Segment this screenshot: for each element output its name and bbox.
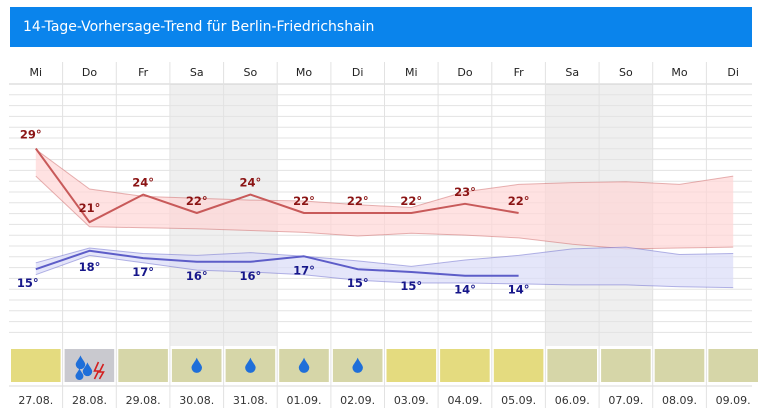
weather-tiles: [11, 349, 758, 382]
day-label: Do: [82, 66, 97, 79]
day-labels: Mi Do Fr Sa So Mo Di Mi Do Fr Sa So Mo Di: [30, 66, 739, 79]
date-label: 03.09.: [394, 394, 429, 407]
date-label: 31.08.: [233, 394, 268, 407]
day-label: Mo: [671, 66, 687, 79]
min-temp-label: 17°: [132, 265, 154, 279]
min-temp-label: 14°: [454, 283, 476, 297]
min-temp-label: 15°: [17, 276, 39, 290]
weather-tile-cloudy: [601, 349, 651, 382]
max-temp-label: 23°: [454, 185, 476, 199]
weather-tile-sunny: [440, 349, 490, 382]
max-temp-label: 21°: [79, 201, 101, 215]
rain-drop-icon: [191, 357, 202, 373]
date-label: 04.09.: [447, 394, 482, 407]
forecast-title: 14-Tage-Vorhersage-Trend für Berlin-Frie…: [23, 19, 375, 35]
day-label: So: [619, 66, 633, 79]
day-label: Sa: [190, 66, 204, 79]
max-spread-band: [35, 149, 734, 249]
day-label: So: [244, 66, 258, 79]
max-temp-label: 22°: [400, 194, 422, 208]
date-label: 29.08.: [126, 394, 161, 407]
max-temp-label: 22°: [347, 194, 369, 208]
min-temp-label: 16°: [186, 269, 208, 283]
date-label: 09.09.: [716, 394, 751, 407]
day-label: Mo: [296, 66, 312, 79]
max-temp-label: 22°: [293, 194, 315, 208]
day-label: Di: [727, 66, 739, 79]
min-band-lower: [35, 254, 734, 289]
date-label: 05.09.: [501, 394, 536, 407]
max-temperature-line: [34, 147, 519, 224]
max-temp-label: 24°: [132, 176, 154, 190]
date-label: 06.09.: [555, 394, 590, 407]
weather-tile-rain-thunder: [64, 349, 115, 382]
min-temp-label: 16°: [240, 269, 262, 283]
max-temp-label: 22°: [508, 194, 530, 208]
day-label: Mi: [30, 66, 43, 79]
max-temp-label: 29°: [20, 128, 42, 142]
min-temperature-line: [35, 249, 519, 277]
min-temp-label: 15°: [347, 276, 369, 290]
series-lines: [34, 147, 519, 277]
date-label: 27.08.: [18, 394, 53, 407]
min-temp-label: 18°: [79, 260, 101, 274]
day-label: Fr: [138, 66, 149, 79]
rain-drop-icon: [298, 357, 310, 373]
weather-tile-sunny: [493, 349, 544, 382]
date-label: 28.08.: [72, 394, 107, 407]
weather-tile-sunny: [386, 349, 437, 382]
rain-drop-icon: [352, 357, 363, 373]
day-label: Di: [352, 66, 364, 79]
min-temp-label: 14°: [508, 283, 530, 297]
day-label: Do: [457, 66, 472, 79]
rain-drop-icon: [245, 357, 256, 373]
date-label: 02.09.: [340, 394, 375, 407]
date-labels: 27.08. 28.08. 29.08. 30.08. 31.08. 01.09. 02.0…: [18, 394, 750, 407]
rain-drop-icon: [75, 368, 84, 380]
min-band-upper: [35, 246, 734, 267]
weather-tile-cloudy: [654, 349, 705, 382]
max-temp-label: 24°: [240, 176, 262, 190]
rain-drop-icon: [82, 362, 93, 377]
rain-drop-icon: [75, 355, 86, 370]
temperature-labels: 29° 21° 24° 22° 24° 22° 22° 22° 23° 22° 15° 18° 17° 1…: [17, 128, 530, 297]
date-label: 08.09.: [662, 394, 697, 407]
weather-tile-cloudy: [708, 349, 758, 382]
weather-tile-cloudy: [118, 349, 168, 382]
day-label: Mi: [405, 66, 418, 79]
date-label: 07.09.: [608, 394, 643, 407]
min-temp-label: 15°: [400, 279, 422, 293]
date-label: 01.09.: [287, 394, 322, 407]
day-label: Fr: [514, 66, 525, 79]
lightning-icon: [98, 363, 105, 380]
day-label: Sa: [565, 66, 579, 79]
min-spread-band: [35, 247, 734, 288]
min-temp-label: 17°: [293, 263, 315, 277]
weather-tile-cloudy: [547, 349, 597, 382]
lightning-icon: [93, 361, 100, 380]
forecast-header: 14-Tage-Vorhersage-Trend für Berlin-Frie…: [10, 7, 752, 47]
date-label: 30.08.: [179, 394, 214, 407]
weather-tile-sunny: [11, 349, 61, 382]
max-temp-label: 22°: [186, 194, 208, 208]
